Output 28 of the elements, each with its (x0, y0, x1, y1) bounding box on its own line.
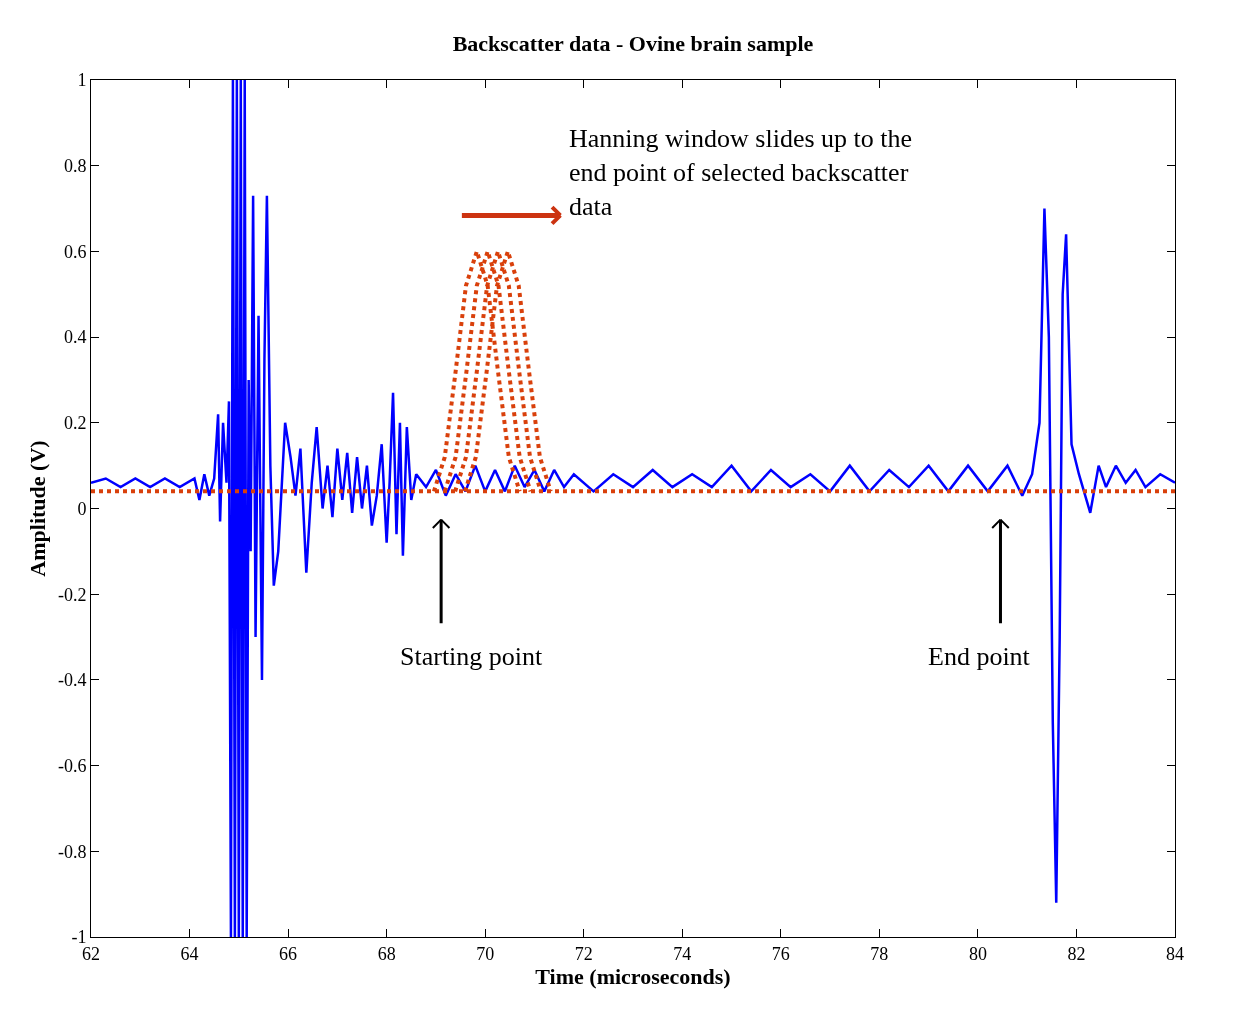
x-tick-label: 74 (673, 943, 692, 964)
line-series (91, 80, 1175, 937)
x-tick-label: 82 (1067, 943, 1086, 964)
y-tick-label: 0.2 (63, 413, 87, 434)
x-tick-label: 84 (1166, 943, 1184, 964)
x-tick-label: 66 (279, 943, 298, 964)
annotation: End point (928, 642, 1031, 671)
x-tick-label: 80 (968, 943, 987, 964)
x-tick-label: 76 (771, 943, 790, 964)
x-tick-label: 78 (870, 943, 889, 964)
y-tick-label: 0 (77, 498, 87, 519)
y-tick-label: 0.4 (63, 327, 87, 348)
y-tick-label: -0.2 (57, 584, 87, 605)
x-tick-label: 68 (377, 943, 396, 964)
y-tick-label: 1 (77, 70, 87, 91)
y-tick-label: -0.4 (57, 670, 87, 691)
y-tick-label: -0.6 (57, 755, 87, 776)
y-tick-label: 0.6 (63, 241, 87, 262)
chart-title: Backscatter data - Ovine brain sample (452, 31, 814, 57)
y-axis-title: Amplitude (V) (24, 440, 50, 577)
x-tick-label: 64 (180, 943, 199, 964)
y-tick-label: -0.8 (57, 841, 87, 862)
annotation: Hanning window slides up to the end point of selected backscatter data (569, 124, 913, 221)
x-axis-title: Time (microseconds) (535, 963, 731, 989)
x-tick-label: 72 (574, 943, 593, 964)
y-tick-label: 0.8 (63, 156, 87, 176)
x-tick-label: 70 (476, 943, 495, 964)
annotation: Starting point (400, 642, 544, 671)
